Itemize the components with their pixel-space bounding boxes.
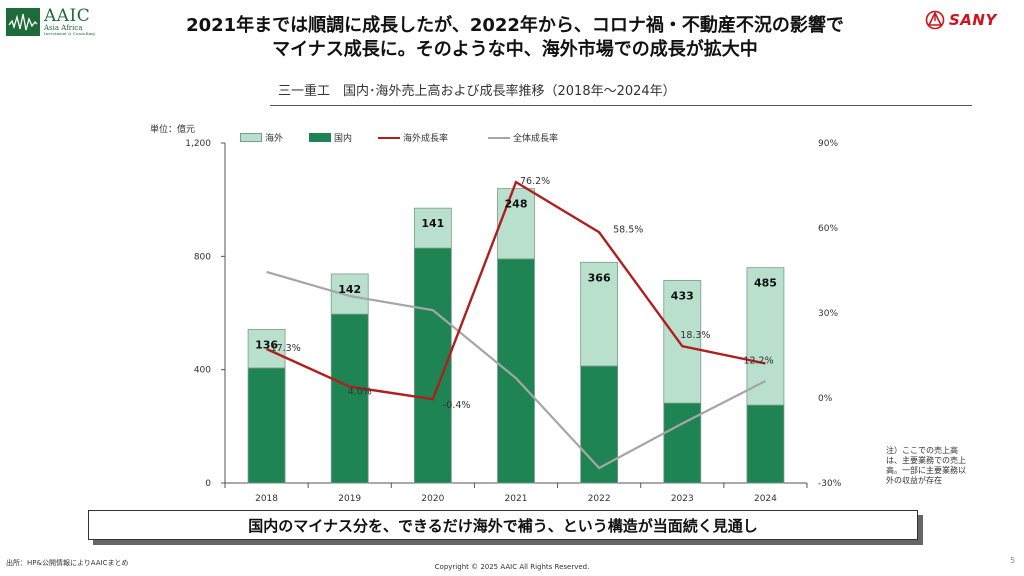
bar-label-overseas: 142 — [338, 283, 361, 296]
right-axis-tick-label: 60% — [818, 224, 838, 234]
legend-label-overseas: 海外 — [265, 134, 284, 144]
line-label-overseas-growth: 12.2% — [743, 355, 773, 366]
bar-label-overseas: 141 — [421, 217, 444, 230]
legend-swatch-overseas-growth — [378, 136, 401, 139]
bar-domestic — [497, 258, 535, 484]
copyright-text: Copyright © 2025 AAIC All Rights Reserve… — [434, 563, 590, 571]
bar-overseas — [580, 261, 619, 367]
legend-label-domestic: 国内 — [334, 134, 353, 144]
page-number: 5 — [1010, 556, 1016, 565]
right-axis-tick-label: 0% — [818, 394, 833, 404]
x-axis-tick-label: 2024 — [754, 494, 777, 504]
callout-text: 国内のマイナス分を、できるだけ海外で補う、という構造が当面続く見通し — [248, 516, 758, 535]
chart-legend: 海外 国内 海外成長率 全体成長率 — [240, 131, 584, 144]
source-text: 出所：HP&公開情報によりAAICまとめ — [6, 559, 129, 567]
bar-label-overseas: 433 — [671, 289, 694, 302]
x-axis-tick-label: 2019 — [338, 494, 361, 504]
logo-sub-text: Asia Africa — [44, 24, 83, 32]
line-label-overseas-growth: 4.0% — [348, 387, 372, 398]
bar-overseas — [663, 280, 702, 404]
x-axis-tick-label: 2020 — [421, 494, 444, 504]
sany-emblem-icon — [925, 10, 945, 30]
line-label-overseas-growth: -0.4% — [443, 400, 471, 411]
line-total-growth — [266, 270, 766, 470]
line-label-overseas-growth: 18.3% — [680, 330, 710, 341]
unit-label: 単位：億元 — [150, 125, 196, 135]
chart-title: 三一重工 国内･海外売上高および成長率推移（2018年～2024年） — [278, 84, 676, 99]
right-axis-tick-label: 30% — [818, 309, 838, 319]
legend-item-domestic: 国内 — [309, 131, 352, 144]
line-label-overseas-growth: 17.3% — [271, 343, 301, 354]
left-axis-tick-label: 0 — [205, 479, 211, 489]
bar-overseas — [497, 188, 535, 260]
left-axis-tick-label: 1,200 — [185, 139, 211, 149]
bar-domestic — [663, 402, 702, 484]
callout-box: 国内のマイナス分を、できるだけ海外で補う、という構造が当面続く見通し — [88, 510, 918, 540]
aaic-wave-icon — [6, 8, 40, 36]
x-axis-tick-label: 2021 — [505, 494, 528, 504]
x-axis-tick-label: 2022 — [588, 494, 611, 504]
bar-overseas — [247, 329, 286, 369]
bar-domestic — [746, 404, 785, 484]
logo-sub2-text: Investment & Consulting — [44, 31, 95, 36]
footnote: 注）ここでの売上高は、主要業務での売上高。一部に主要業務以外の収益が存在 — [886, 446, 966, 485]
logo-main-text: AAIC — [44, 6, 91, 26]
legend-swatch-overseas — [240, 133, 262, 142]
aaic-logo: AAIC Asia Africa Investment & Consulting — [6, 6, 106, 38]
bar-label-overseas: 136 — [255, 338, 278, 351]
bar-label-overseas: 366 — [588, 271, 611, 284]
right-axis-tick-label: 90% — [818, 139, 838, 149]
bar-domestic — [580, 365, 619, 484]
right-axis-tick-label: -30% — [818, 479, 842, 489]
bar-domestic — [330, 313, 369, 484]
left-axis-tick-label: 800 — [194, 252, 211, 262]
page-title: 2021年までは順調に成長したが、2022年から、コロナ禍・不動産不況の影響で … — [110, 14, 920, 62]
bar-domestic — [247, 367, 286, 484]
line-overseas-growth — [266, 180, 766, 401]
sany-brand-text: SANY — [949, 11, 997, 29]
line-label-overseas-growth: 76.2% — [520, 176, 550, 187]
legend-item-total-growth: 全体成長率 — [488, 131, 558, 144]
x-axis-tick-label: 2023 — [671, 494, 694, 504]
title-line-1: 2021年までは順調に成長したが、2022年から、コロナ禍・不動産不況の影響で — [186, 15, 844, 36]
bar-label-overseas: 485 — [754, 277, 777, 290]
bar-label-overseas: 248 — [505, 198, 528, 211]
x-axis-tick-label: 2018 — [255, 494, 278, 504]
bar-overseas — [413, 207, 452, 249]
left-axis-tick-label: 400 — [194, 366, 211, 376]
title-line-2: マイナス成長に。そのような中、海外市場での成長が拡大中 — [272, 39, 758, 60]
legend-swatch-domestic — [309, 133, 332, 142]
sany-logo: SANY — [925, 10, 997, 30]
legend-swatch-total-growth — [488, 136, 511, 139]
bar-overseas — [330, 273, 369, 315]
legend-label-overseas-growth: 海外成長率 — [403, 134, 449, 144]
title-divider — [270, 105, 972, 106]
legend-item-overseas: 海外 — [240, 131, 283, 144]
legend-item-overseas-growth: 海外成長率 — [378, 131, 448, 144]
legend-label-total-growth: 全体成長率 — [513, 134, 559, 144]
line-label-overseas-growth: 58.5% — [613, 224, 643, 235]
